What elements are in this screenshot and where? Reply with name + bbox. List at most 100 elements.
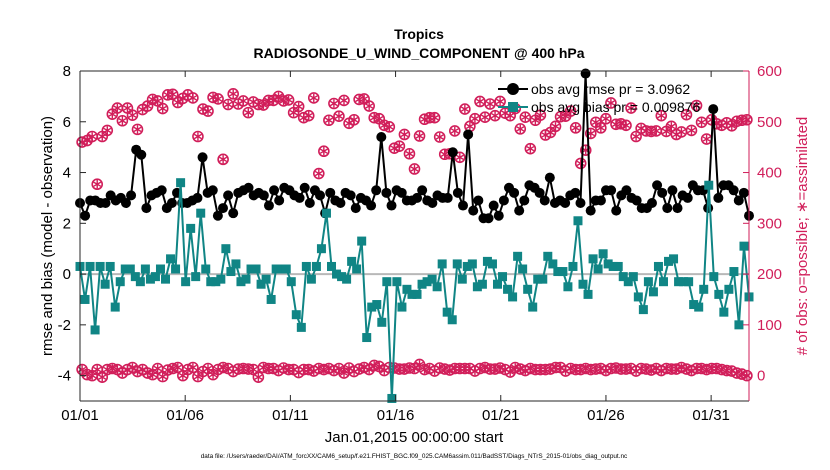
obs-possible-marker [187,92,199,104]
bias-point [477,279,487,289]
obs-assimilated-marker [516,124,525,134]
bias-point [206,277,216,287]
obs-assimilated-marker [334,111,343,121]
obs-possible-marker [433,131,446,143]
y-tick-label: 6 [63,114,71,131]
obs-assimilated-marker [123,103,132,113]
obs-assimilated-marker [214,94,223,104]
bias-point [372,300,382,310]
rmse-point [350,203,361,214]
rmse-point [207,185,218,196]
obs-assimilated-marker [128,110,137,120]
obs-assimilated-marker [506,111,515,120]
bias-point [110,302,120,312]
y2-tick-label: 0 [757,368,765,385]
bias-series-layer [75,178,754,403]
bias-point [387,393,397,403]
obs-possible-marker [156,102,169,115]
obs-assimilated-marker [455,153,464,162]
bias-point [306,274,316,284]
bias-point [689,300,699,310]
bias-point [362,333,372,343]
obs-assimilated-marker [601,114,610,123]
bias-point [256,279,266,289]
legend-rmse-label: obs avg rmse pr = 3.0962 [531,81,690,97]
obs-possible-marker [574,157,587,170]
obs-assimilated-marker [435,132,444,142]
obs-possible-marker [242,106,255,119]
obs-assimilated-marker [319,147,328,156]
obs-assimilated-marker [430,113,439,122]
obs-possible-marker [459,103,471,115]
obs-assimilated-marker [340,96,348,105]
obs-assimilated-low-marker [249,365,258,374]
bias-point [392,277,402,287]
rmse-point [447,147,458,158]
bias-point [95,261,105,271]
bias-point [397,302,407,312]
bias-point [729,267,739,277]
chart-subtitle: RADIOSONDE_U_WIND_COMPONENT @ 400 hPa [253,45,584,61]
bias-point [437,259,447,269]
rmse-point [335,198,346,208]
obs-possible-marker [318,145,330,158]
obs-assimilated-marker [219,155,228,164]
bias-point [337,272,347,282]
obs-assimilated-marker [632,132,641,141]
obs-assimilated-marker [450,126,459,136]
obs-possible-marker [363,100,375,112]
obs-assimilated-marker [702,134,711,144]
bias-point [211,277,221,287]
rmse-point [652,180,663,191]
obs-assimilated-marker [627,103,636,113]
obs-possible-marker [448,125,461,137]
obs-possible-marker [665,120,678,133]
obs-assimilated-low-marker [98,372,107,382]
bias-point [578,279,588,289]
bias-point [186,223,196,233]
bias-point [201,264,211,274]
bias-point [422,277,432,287]
obs-possible-marker [519,111,532,123]
y-tick-label: 4 [63,165,71,182]
obs-assimilated-marker [244,108,253,117]
obs-assimilated-marker [475,97,484,106]
obs-possible-marker [192,130,204,143]
bias-point [301,261,311,271]
obs-assimilated-marker [314,169,323,178]
bias-point [648,287,658,297]
obs-assimilated-marker [188,93,197,103]
obs-possible-marker [307,92,320,104]
rmse-point [493,210,504,221]
rmse-point [560,198,571,208]
bias-point [171,264,181,274]
obs-possible-marker [292,100,305,113]
legend-bias-marker [508,102,518,112]
obs-assimilated-low-marker [173,363,182,372]
rmse-point [585,205,596,216]
rmse-point [376,132,387,142]
bias-point [286,277,296,287]
rmse-point [657,187,668,198]
bias-point [271,264,281,274]
bias-point [724,284,734,294]
bias-point [241,274,251,284]
obs-possible-marker [348,113,360,126]
obs-possible-marker [690,99,703,112]
bias-point [508,292,518,302]
bias-point [628,272,638,282]
obs-assimilated-marker [596,123,605,133]
bias-point [679,277,689,287]
rmse-point [228,208,239,219]
rmse-point [345,190,356,201]
y2-axis-ticks: 0 100 200 300 400 500 600 [743,63,782,385]
obs-assimilated-marker [294,102,303,111]
obs-assimilated-marker [329,99,338,108]
bias-point [296,322,306,332]
y2-tick-label: 600 [757,63,782,80]
bias-point [327,261,337,271]
obs-assimilated-marker [536,110,545,120]
bias-point [442,307,452,317]
bias-point [704,180,714,190]
bias-point [281,264,291,274]
